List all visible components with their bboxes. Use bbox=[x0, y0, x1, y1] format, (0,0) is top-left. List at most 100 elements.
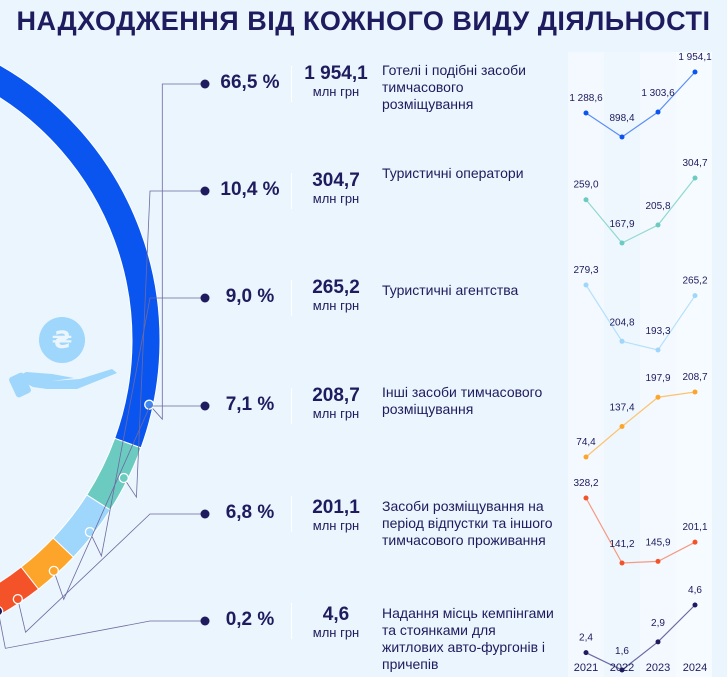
data-point bbox=[692, 175, 698, 181]
divider bbox=[291, 173, 292, 209]
divider bbox=[291, 388, 292, 424]
data-label: 1 954,1 bbox=[678, 52, 712, 63]
page-title: НАДХОДЖЕННЯ ВІД КОЖНОГО ВИДУ ДІЯЛЬНОСТІ bbox=[16, 6, 711, 36]
column-stripe-2022 bbox=[604, 52, 640, 677]
data-point bbox=[655, 109, 661, 115]
data-point bbox=[655, 347, 661, 353]
data-point bbox=[692, 389, 698, 395]
total-value: 208,7 bbox=[312, 385, 360, 406]
data-label: 2,4 bbox=[579, 633, 593, 644]
segment-marker bbox=[0, 606, 4, 617]
data-point bbox=[619, 560, 625, 566]
total-value: 1 954,1 bbox=[304, 63, 368, 84]
leader-lines bbox=[0, 79, 210, 649]
data-label: 193,3 bbox=[645, 326, 670, 337]
data-label: 205,8 bbox=[645, 201, 670, 212]
segment-marker bbox=[48, 565, 59, 577]
leader-line bbox=[0, 618, 205, 649]
category-label: Надання місць кемпінгами та стоянками дл… bbox=[382, 605, 554, 672]
data-label: 1 288,6 bbox=[569, 93, 603, 104]
data-point bbox=[655, 394, 661, 400]
data-point bbox=[655, 558, 661, 564]
column-stripe-2024 bbox=[676, 52, 712, 677]
data-label: 74,4 bbox=[576, 437, 596, 448]
percent-label: 6,8 % bbox=[225, 502, 275, 523]
mini-chart: 259,0 167,9 205,8 304,7 bbox=[573, 158, 708, 246]
year-label: 2024 bbox=[682, 662, 708, 674]
data-point bbox=[583, 454, 589, 460]
data-point bbox=[619, 424, 625, 430]
total-value: 304,7 bbox=[312, 170, 360, 191]
data-point bbox=[583, 650, 589, 656]
series-line bbox=[585, 604, 696, 671]
leader-line bbox=[17, 513, 205, 633]
data-label: 279,3 bbox=[573, 265, 598, 276]
data-label: 141,2 bbox=[609, 539, 634, 550]
percent-label: 0,2 % bbox=[225, 609, 275, 630]
divider bbox=[291, 280, 292, 316]
segment-marker bbox=[118, 472, 129, 484]
segment-marker bbox=[144, 399, 155, 410]
segment-marker bbox=[84, 526, 96, 538]
total-value: 265,2 bbox=[312, 277, 360, 298]
data-point bbox=[619, 240, 625, 246]
data-label: 1,6 bbox=[615, 646, 629, 657]
column-stripe-2023 bbox=[640, 52, 676, 677]
unit-label: млн грн bbox=[312, 191, 360, 206]
arc-segment bbox=[0, 566, 40, 616]
percent-label: 7,1 % bbox=[225, 394, 275, 415]
year-label: 2023 bbox=[645, 662, 671, 674]
data-point bbox=[583, 197, 589, 203]
percent-label: 9,0 % bbox=[225, 286, 275, 307]
row-bullet bbox=[200, 186, 210, 196]
leader-line bbox=[89, 297, 205, 558]
data-point bbox=[619, 667, 625, 673]
data-label: 208,7 bbox=[682, 372, 707, 383]
data-label: 167,9 bbox=[609, 219, 634, 230]
data-point bbox=[583, 110, 589, 116]
data-label: 2,9 bbox=[651, 618, 665, 629]
hand-with-hryvnia-coin-icon: ₴ bbox=[9, 317, 117, 398]
percent-label: 10,4 % bbox=[220, 179, 280, 200]
category-row: 6,8 % 201,1 млн грн Засоби розміщування … bbox=[0, 464, 560, 564]
category-label: Туристичні оператори bbox=[382, 165, 524, 181]
category-row: 10,4 % 304,7 млн грн Туристичні оператор… bbox=[0, 141, 560, 241]
year-label: 2022 bbox=[609, 662, 635, 674]
category-row: 7,1 % 208,7 млн грн Інші засоби тимчасов… bbox=[0, 356, 560, 456]
row-bullet bbox=[200, 509, 210, 519]
unit-label: млн грн bbox=[312, 625, 360, 640]
category-row: 0,2 % 4,6 млн грн Надання місць кемпінга… bbox=[0, 571, 560, 672]
mini-chart: 2,4 1,6 2,9 4,6 bbox=[579, 585, 702, 673]
category-label: Готелі і подібні засоби тимчасового розм… bbox=[382, 62, 526, 112]
data-label: 1 303,6 bbox=[641, 88, 675, 99]
data-label: 201,1 bbox=[682, 522, 707, 533]
svg-text:₴: ₴ bbox=[52, 326, 73, 354]
divider bbox=[291, 496, 292, 532]
mini-line-charts: 1 288,6 898,4 1 303,6 1 954,1 259,0 167,9 205,… bbox=[569, 52, 712, 673]
series-line bbox=[585, 391, 696, 458]
mini-chart: 279,3 204,8 193,3 265,2 bbox=[573, 265, 708, 353]
category-row: 9,0 % 265,2 млн грн Туристичні агентства bbox=[0, 248, 560, 348]
row-bullet bbox=[200, 79, 210, 89]
data-label: 204,8 bbox=[609, 317, 634, 328]
data-label: 4,6 bbox=[688, 585, 702, 596]
series-line bbox=[585, 177, 696, 244]
mini-chart: 328,2 141,2 145,9 201,1 bbox=[573, 478, 708, 566]
data-point bbox=[692, 69, 698, 75]
column-stripe-2021 bbox=[568, 52, 604, 677]
series-line bbox=[585, 497, 696, 564]
data-label: 265,2 bbox=[682, 276, 707, 287]
data-label: 328,2 bbox=[573, 478, 598, 489]
data-point bbox=[655, 639, 661, 645]
data-label: 259,0 bbox=[573, 180, 598, 191]
data-label: 145,9 bbox=[645, 537, 670, 548]
mini-chart: 1 288,6 898,4 1 303,6 1 954,1 bbox=[569, 52, 712, 140]
data-point bbox=[692, 602, 698, 608]
data-label: 197,9 bbox=[645, 373, 670, 384]
unit-label: млн грн bbox=[312, 298, 360, 313]
data-point bbox=[583, 495, 589, 501]
series-line bbox=[585, 284, 696, 351]
divider bbox=[291, 66, 292, 102]
unit-label: млн грн bbox=[312, 518, 360, 533]
